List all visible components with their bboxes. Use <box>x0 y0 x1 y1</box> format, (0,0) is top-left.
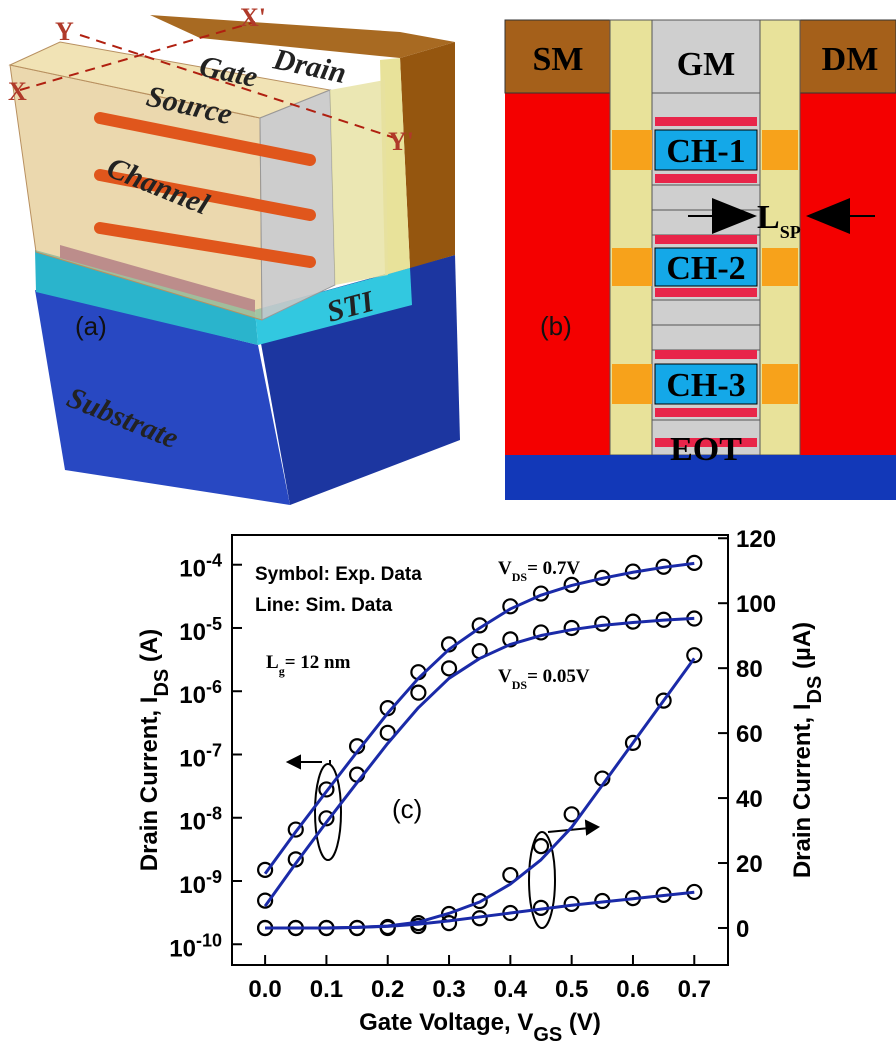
cut-label: Y' <box>388 127 414 156</box>
y-tick-label: 10-8 <box>179 804 222 836</box>
y-tick-base: 10 <box>179 556 206 583</box>
y-tick-base: 10 <box>169 935 196 962</box>
sim-line <box>265 658 694 928</box>
y-tick-exponent: -9 <box>206 867 222 887</box>
panel-label: (c) <box>392 794 422 824</box>
data-point <box>534 839 548 853</box>
sm-label: SM <box>533 41 584 78</box>
y-tick-base: 10 <box>179 872 206 899</box>
figure: Drain Gate Source Channel STI Substrate … <box>0 0 896 1046</box>
annotation: VDS= 0.05V <box>498 666 590 692</box>
data-point <box>442 916 456 930</box>
drain-region <box>800 93 896 455</box>
y2-tick-label: 80 <box>736 656 763 683</box>
y-axis-title: Drain Current, IDS (A) <box>136 629 173 871</box>
y2-tick-label: 100 <box>736 591 776 618</box>
panel-label: (b) <box>540 311 572 341</box>
ch-label: CH-2 <box>666 250 745 287</box>
dm-label: DM <box>822 41 879 78</box>
y-tick-label: 10-7 <box>179 740 222 772</box>
y-tick-label: 10-6 <box>179 677 222 709</box>
y-tick-label: 10-4 <box>179 551 222 583</box>
x-tick-label: 0.3 <box>432 976 465 1003</box>
x-tick-label: 0.7 <box>678 976 711 1003</box>
data-point <box>442 661 456 675</box>
annotation: Line: Sim. Data <box>255 595 393 616</box>
y-tick-exponent: -7 <box>206 740 222 760</box>
annotation: Symbol: Exp. Data <box>255 564 422 585</box>
x-tick-label: 0.5 <box>555 976 588 1003</box>
y-tick-label: 10-10 <box>169 930 222 962</box>
y2-tick-label: 60 <box>736 721 763 748</box>
source-region <box>505 93 610 455</box>
y-tick-base: 10 <box>179 619 206 646</box>
ch-label: CH-3 <box>666 367 745 404</box>
data-point <box>411 686 425 700</box>
y-tick-label: 10-5 <box>179 614 222 646</box>
y-tick-label: 10-9 <box>179 867 222 899</box>
x-tick-label: 0.2 <box>371 976 404 1003</box>
x-tick-label: 0.6 <box>616 976 649 1003</box>
cut-label: X <box>8 77 27 106</box>
y2-tick-label: 0 <box>736 916 749 943</box>
panel-b: SM GM DM CH-1 CH-2 CH-3 EOT LSP (b) <box>505 20 896 500</box>
y2-axis-title: Drain Current, IDS (µA) <box>789 622 826 878</box>
x-tick-label: 0.4 <box>494 976 528 1003</box>
panel-label: (a) <box>75 311 107 341</box>
y-tick-exponent: -6 <box>206 677 222 697</box>
y2-tick-label: 20 <box>736 851 763 878</box>
eot-label: EOT <box>670 431 742 468</box>
cut-label: X' <box>240 3 266 32</box>
y-tick-exponent: -10 <box>196 930 222 950</box>
gm-label: GM <box>677 46 736 83</box>
x-tick-label: 0.0 <box>248 976 281 1003</box>
y2-tick-label: 120 <box>736 526 776 553</box>
cut-label: Y <box>55 17 74 46</box>
y2-tick-label: 40 <box>736 786 763 813</box>
x-axis-title: Gate Voltage, VGS (V) <box>359 1009 601 1046</box>
y-tick-exponent: -8 <box>206 804 222 824</box>
y-tick-base: 10 <box>179 809 206 836</box>
panel-a: Drain Gate Source Channel STI Substrate … <box>8 3 460 505</box>
y-tick-exponent: -5 <box>206 614 222 634</box>
y-tick-exponent: -4 <box>206 551 222 571</box>
ch-label: CH-1 <box>666 133 745 170</box>
y-tick-base: 10 <box>179 745 206 772</box>
annotation: Lg= 12 nm <box>266 652 351 678</box>
panel-c: Symbol: Exp. Data Line: Sim. Data VDS= 0… <box>136 526 826 1046</box>
y-tick-base: 10 <box>179 682 206 709</box>
x-tick-label: 0.1 <box>310 976 343 1003</box>
spacer <box>330 80 388 285</box>
